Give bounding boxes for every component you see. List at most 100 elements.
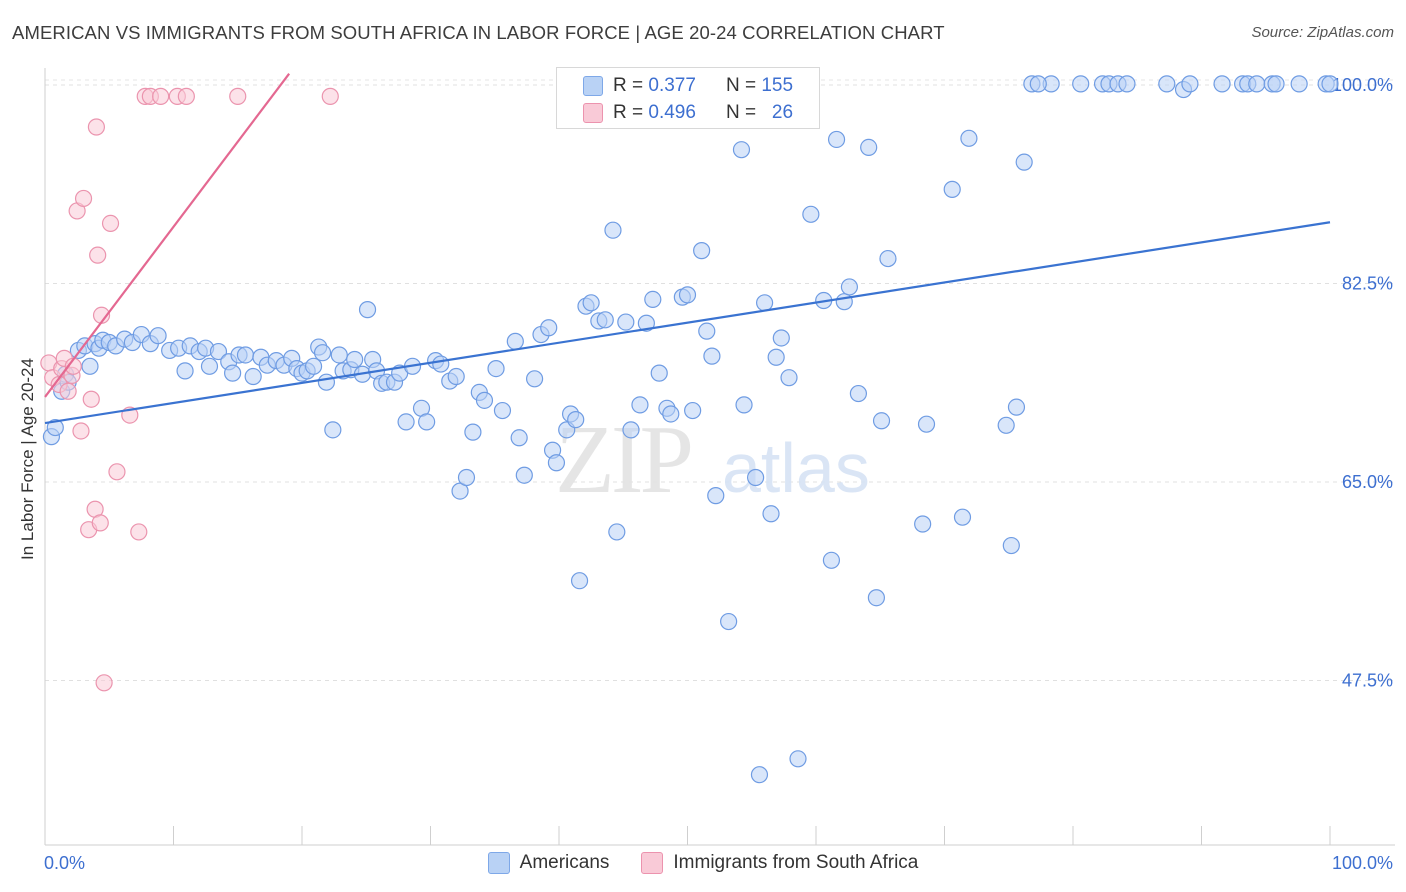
r-value: 0.496 — [648, 102, 696, 123]
americans-point — [604, 221, 622, 239]
americans-point — [176, 362, 194, 380]
americans-point — [418, 413, 436, 431]
chart-title: AMERICAN VS IMMIGRANTS FROM SOUTH AFRICA… — [12, 22, 945, 43]
americans-point — [397, 413, 415, 431]
y-tick-label: 47.5% — [1342, 671, 1393, 691]
americans-point — [1007, 398, 1026, 416]
americans-point — [631, 396, 649, 414]
americans-point — [772, 329, 790, 347]
americans-point — [780, 369, 798, 387]
americans-point — [304, 357, 323, 375]
r-label: R = — [613, 102, 644, 123]
immigrants-point — [82, 390, 100, 408]
americans-trend-line — [44, 221, 1331, 425]
americans-point — [525, 370, 544, 388]
americans-point — [953, 508, 972, 526]
y-tick-label: 100.0% — [1332, 75, 1393, 95]
americans-point — [762, 505, 780, 523]
americans-point — [827, 130, 846, 149]
americans-point — [684, 401, 702, 420]
americans-point — [750, 766, 769, 784]
n-value: 26 — [771, 102, 794, 123]
americans-point — [1158, 75, 1176, 93]
americans-point — [822, 551, 841, 569]
y-tick-label: 82.5% — [1342, 274, 1393, 294]
americans-point — [1072, 75, 1090, 93]
americans-point — [1267, 75, 1285, 93]
axes — [44, 68, 1395, 846]
n-label: N = — [725, 75, 757, 96]
americans-point — [432, 355, 450, 373]
immigrants-point — [130, 523, 148, 541]
americans-point — [506, 332, 524, 350]
chart-legend: Americans Immigrants from South Africa — [0, 852, 1406, 874]
source-label: Source: ZipAtlas.com — [1251, 24, 1394, 41]
americans-point — [149, 327, 167, 345]
x-tick-labels: 0.0% 100.0% — [44, 853, 1393, 873]
immigrants-swatch — [583, 103, 603, 123]
americans-point — [802, 205, 820, 223]
immigrants-point — [89, 246, 107, 264]
americans-point — [747, 468, 765, 487]
legend-label-americans: Americans — [519, 852, 610, 873]
americans-point — [849, 384, 868, 403]
americans-point — [493, 401, 512, 420]
legend-label-immigrants: Immigrants from South Africa — [673, 852, 919, 873]
y-axis-label: In Labor Force | Age 20-24 — [18, 358, 37, 560]
americans-point — [867, 589, 885, 607]
immigrants-swatch — [641, 852, 664, 874]
americans-point — [622, 421, 640, 439]
americans-point — [840, 278, 859, 296]
americans-point — [547, 454, 566, 472]
americans-point — [637, 314, 655, 332]
immigrants-point — [59, 382, 77, 400]
americans-point — [346, 350, 364, 369]
immigrants-point — [87, 118, 106, 136]
immigrants-point — [72, 422, 90, 440]
americans-point — [644, 290, 662, 308]
x-tick-label: 0.0% — [44, 853, 85, 873]
americans-point — [1290, 75, 1308, 93]
americans-point — [1213, 75, 1231, 93]
americans-point — [914, 515, 932, 533]
americans-point — [1029, 75, 1047, 93]
r-label: R = — [613, 75, 644, 96]
legend-item-immigrants[interactable]: Immigrants from South Africa — [641, 852, 918, 874]
immigrants-point — [74, 189, 93, 208]
americans-point — [1002, 536, 1020, 555]
immigrants-point — [108, 463, 126, 481]
americans-point — [732, 141, 751, 159]
americans-point — [698, 322, 716, 340]
americans-point — [475, 391, 494, 409]
americans-points — [42, 75, 1339, 784]
americans-point — [1248, 75, 1266, 93]
americans-point — [81, 357, 99, 375]
americans-point — [324, 421, 342, 439]
americans-point — [540, 319, 558, 337]
americans-point — [650, 364, 668, 382]
americans-point — [1181, 75, 1199, 93]
americans-point — [1118, 75, 1136, 93]
americans-point — [570, 572, 589, 590]
americans-point — [464, 423, 482, 441]
americans-point — [860, 138, 878, 157]
legend-item-americans[interactable]: Americans — [487, 852, 610, 874]
y-tick-labels: 47.5% 65.0% 82.5% 100.0% — [1332, 75, 1393, 691]
immigrants-point — [152, 87, 170, 105]
americans-point — [596, 311, 614, 329]
americans-point — [789, 750, 807, 768]
americans-point — [1321, 75, 1339, 93]
americans-point — [662, 405, 680, 423]
americans-point — [224, 364, 242, 382]
y-tick-label: 65.0% — [1342, 472, 1393, 492]
americans-point — [510, 429, 528, 447]
americans-point — [703, 347, 721, 365]
immigrants-point — [229, 87, 247, 105]
americans-point — [872, 412, 891, 430]
americans-swatch — [583, 76, 603, 96]
immigrants-point — [177, 87, 195, 105]
americans-point — [567, 411, 585, 429]
americans-point — [313, 344, 332, 362]
americans-point — [582, 294, 600, 312]
